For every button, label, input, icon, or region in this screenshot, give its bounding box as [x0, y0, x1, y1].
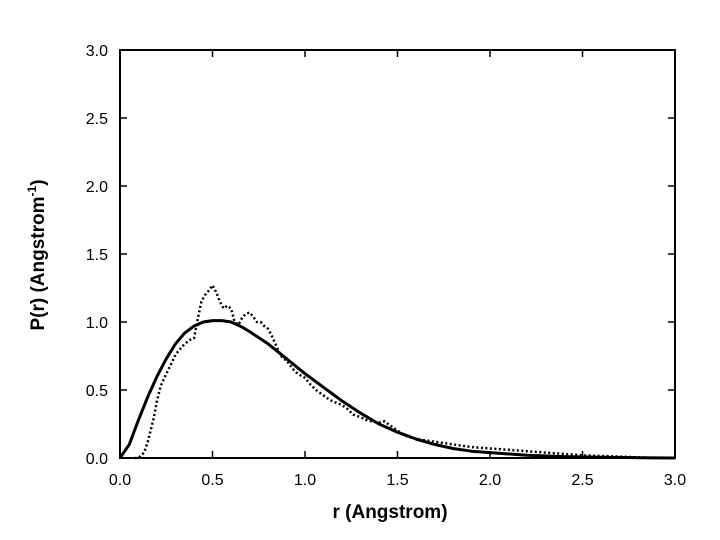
y-tick-label: 0.5 — [86, 383, 108, 400]
x-tick-label: 0.0 — [109, 472, 131, 489]
x-tick-label: 0.5 — [201, 472, 223, 489]
y-tick-label: 3.0 — [86, 43, 108, 60]
y-axis-ticks: 0.0 0.5 1.0 1.5 2.0 2.5 3.0 — [86, 43, 675, 468]
x-tick-label: 1.0 — [294, 472, 316, 489]
y-tick-label: 2.5 — [86, 111, 108, 128]
x-axis-label: r (Angstrom) — [332, 502, 447, 523]
y-tick-label: 1.5 — [86, 247, 108, 264]
y-axis-label-main: P(r) (Angstrom — [28, 196, 49, 330]
y-axis-label: P(r) (Angstrom-1) — [25, 179, 49, 330]
dotted-series-line — [134, 284, 657, 460]
x-tick-label: 3.0 — [664, 472, 686, 489]
y-tick-label: 0.0 — [86, 451, 108, 468]
x-tick-label: 2.5 — [571, 472, 593, 489]
y-axis-label-superscript: -1 — [25, 185, 39, 196]
series-layer — [118, 284, 676, 460]
solid-series-line — [118, 319, 676, 460]
y-tick-label: 1.0 — [86, 315, 108, 332]
x-tick-label: 2.0 — [479, 472, 501, 489]
y-axis-label-close: ) — [28, 179, 49, 185]
x-axis-ticks: 0.0 0.5 1.0 1.5 2.0 2.5 3.0 — [109, 50, 686, 489]
x-tick-label: 1.5 — [386, 472, 408, 489]
plot-frame — [119, 49, 676, 459]
y-tick-label: 2.0 — [86, 179, 108, 196]
